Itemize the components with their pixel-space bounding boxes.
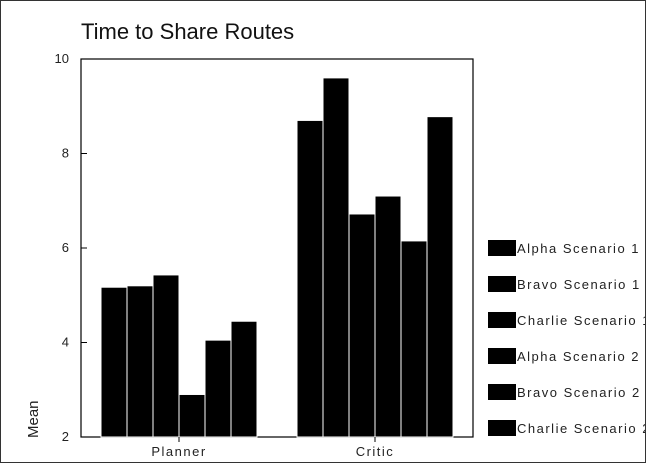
chart-title: Time to Share Routes	[81, 19, 294, 44]
y-tick-label: 8	[62, 146, 69, 161]
legend: Alpha Scenario 1 Bravo Scenario 1 Charlie …	[488, 240, 645, 436]
bars	[100, 77, 454, 438]
bar	[152, 274, 180, 438]
legend-swatch	[488, 384, 516, 400]
y-axis-label: Mean	[25, 400, 42, 438]
x-axis: Planner Critic	[151, 437, 395, 459]
bar	[348, 213, 376, 438]
y-tick-label: 10	[55, 51, 69, 66]
bar	[100, 286, 128, 438]
legend-swatch	[488, 420, 516, 436]
bar	[178, 393, 206, 438]
legend-swatch	[488, 240, 516, 256]
bar	[204, 339, 232, 438]
bar	[126, 285, 154, 438]
y-tick-label: 2	[62, 429, 69, 444]
legend-label: Alpha Scenario 2	[517, 349, 640, 364]
legend-label: Bravo Scenario 2	[517, 385, 641, 400]
legend-label: Charlie Scenario 1	[517, 313, 645, 328]
legend-swatch	[488, 312, 516, 328]
legend-label: Alpha Scenario 1	[517, 241, 640, 256]
bar	[230, 320, 258, 438]
y-axis: 2 4 6 8 10	[55, 51, 87, 444]
legend-label: Charlie Scenario 2	[517, 421, 645, 436]
bar	[400, 240, 428, 438]
x-category-label: Planner	[151, 444, 206, 459]
bar	[426, 116, 454, 438]
bar	[322, 77, 350, 438]
legend-label: Bravo Scenario 1	[517, 277, 641, 292]
legend-swatch	[488, 348, 516, 364]
y-tick-label: 6	[62, 240, 69, 255]
legend-swatch	[488, 276, 516, 292]
bar	[374, 195, 402, 438]
y-tick-label: 4	[62, 335, 69, 350]
x-category-label: Critic	[356, 444, 395, 459]
bar	[296, 119, 324, 438]
